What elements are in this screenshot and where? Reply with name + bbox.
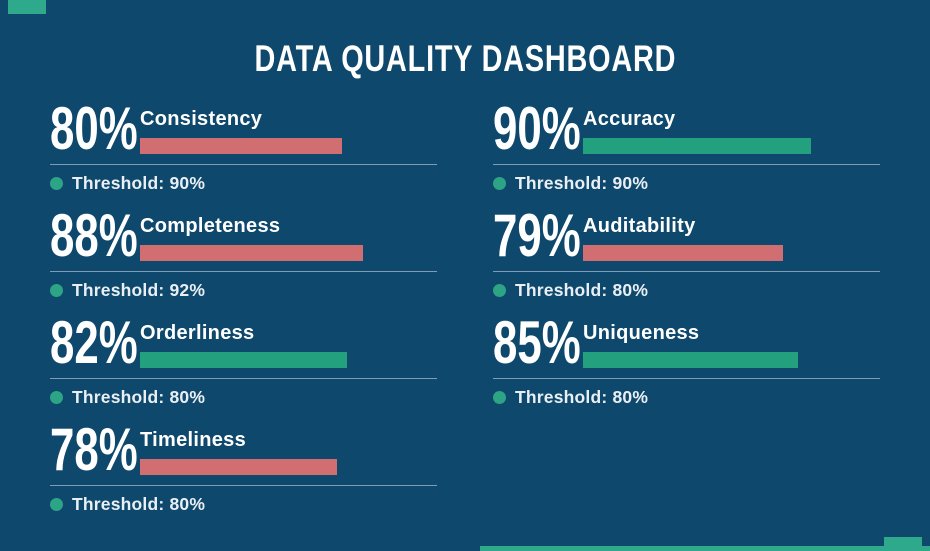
metric-bar [583,352,799,368]
threshold-label: Threshold: 92% [72,279,206,300]
metric-bar-track [140,138,393,154]
page-title-text: DATA QUALITY DASHBOARD [254,38,676,79]
corner-accent-bottom-right [884,537,922,551]
threshold-dot-icon [493,283,506,297]
metric-bar [583,245,783,261]
divider [50,164,437,165]
metric-bar-track [583,245,836,261]
metric-bar [140,138,343,154]
metric-label: Accuracy [583,108,676,130]
metric-label: Auditability [583,215,696,237]
threshold-row: Threshold: 80% [493,387,880,407]
metrics-column-left: 80% Consistency Threshold: 90% 88% Compl… [50,95,437,514]
metric-auditability: 79% Auditability Threshold: 80% [493,202,880,300]
metric-label: Uniqueness [583,322,700,344]
metric-bar [140,459,338,475]
bottom-edge-accent-strip [480,546,930,551]
threshold-row: Threshold: 80% [493,280,880,300]
metric-bar-track [140,459,393,475]
metric-value: 90% [493,95,581,162]
metric-bar-track [583,138,836,154]
corner-accent-top-left [8,0,46,14]
metric-value: 79% [493,202,581,269]
threshold-dot-icon [493,176,506,190]
metric-bar [140,352,348,368]
threshold-label: Threshold: 80% [515,279,649,300]
threshold-dot-icon [50,497,63,511]
metric-header: 88% Completeness [50,202,437,269]
metric-header: 78% Timeliness [50,416,437,483]
metric-value: 80% [50,95,138,162]
metric-orderliness: 82% Orderliness Threshold: 80% [50,309,437,407]
metric-header: 80% Consistency [50,95,437,162]
threshold-dot-icon [50,390,63,404]
threshold-row: Threshold: 80% [50,387,437,407]
threshold-label: Threshold: 80% [72,493,206,514]
divider [50,271,437,272]
threshold-label: Threshold: 90% [515,172,649,193]
metric-bar [583,138,811,154]
metric-value: 88% [50,202,138,269]
metric-accuracy: 90% Accuracy Threshold: 90% [493,95,880,193]
metric-header: 85% Uniqueness [493,309,880,376]
metric-bar [140,245,363,261]
metric-header: 82% Orderliness [50,309,437,376]
threshold-label: Threshold: 90% [72,172,206,193]
divider [493,271,880,272]
threshold-dot-icon [50,176,63,190]
metric-header: 79% Auditability [493,202,880,269]
metrics-column-right: 90% Accuracy Threshold: 90% 79% Auditabi… [493,95,880,514]
threshold-row: Threshold: 90% [493,173,880,193]
metric-uniqueness: 85% Uniqueness Threshold: 80% [493,309,880,407]
metric-label: Completeness [140,215,281,237]
metric-consistency: 80% Consistency Threshold: 90% [50,95,437,193]
divider [50,485,437,486]
metric-value: 85% [493,309,581,376]
threshold-label: Threshold: 80% [72,386,206,407]
page-title: DATA QUALITY DASHBOARD [0,38,930,80]
metric-bar-track [140,245,393,261]
divider [493,378,880,379]
threshold-row: Threshold: 92% [50,280,437,300]
metric-timeliness: 78% Timeliness Threshold: 80% [50,416,437,514]
metric-label: Timeliness [140,429,247,451]
metric-label: Orderliness [140,322,255,344]
metric-bar-track [583,352,836,368]
divider [493,164,880,165]
divider [50,378,437,379]
threshold-row: Threshold: 90% [50,173,437,193]
metric-value: 82% [50,309,138,376]
metrics-grid: 80% Consistency Threshold: 90% 88% Compl… [50,95,880,514]
metric-label: Consistency [140,108,263,130]
threshold-label: Threshold: 80% [515,386,649,407]
threshold-dot-icon [493,390,506,404]
metric-value: 78% [50,416,138,483]
metric-bar-track [140,352,393,368]
metric-completeness: 88% Completeness Threshold: 92% [50,202,437,300]
threshold-row: Threshold: 80% [50,494,437,514]
metric-header: 90% Accuracy [493,95,880,162]
threshold-dot-icon [50,283,63,297]
